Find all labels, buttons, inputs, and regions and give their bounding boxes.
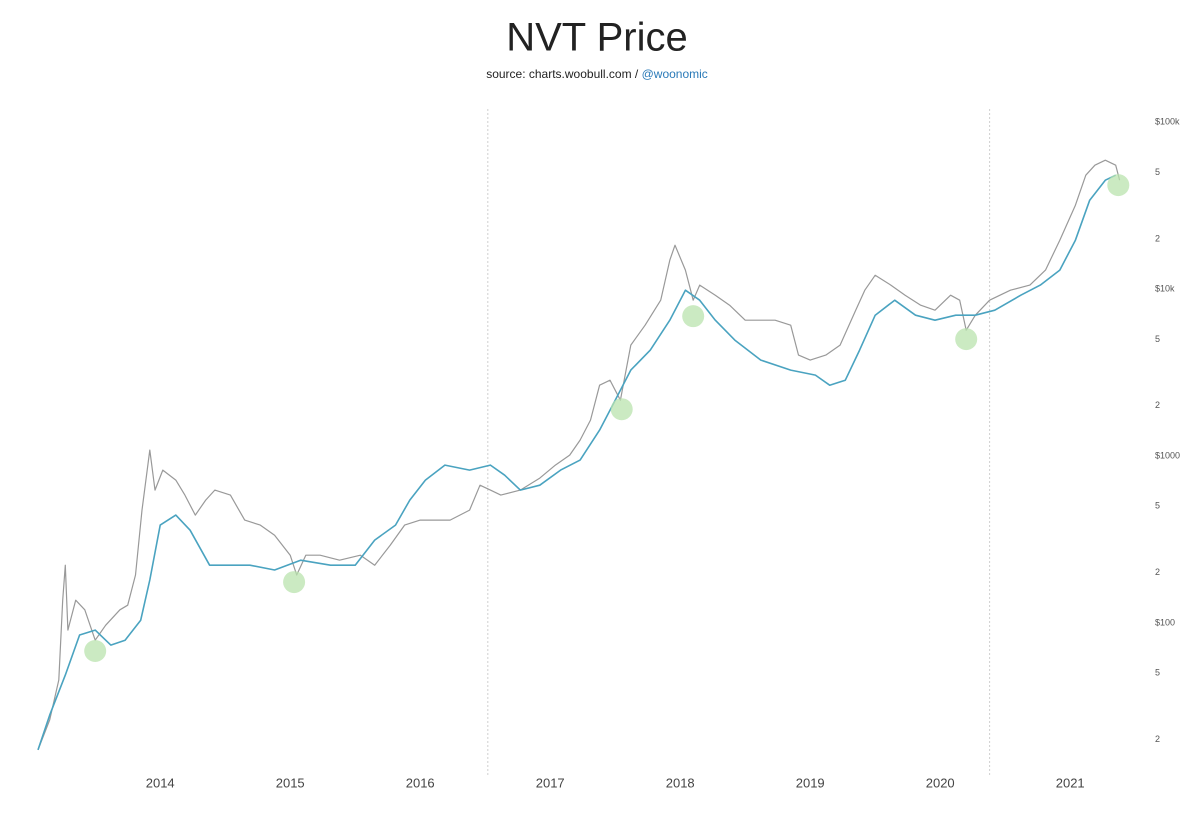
y-tick-label: $10k xyxy=(1155,284,1175,294)
x-tick-label: 2017 xyxy=(536,775,565,790)
highlight xyxy=(1107,174,1130,197)
y-tick-label: 2 xyxy=(1155,400,1160,410)
y-tick-label: $1000 xyxy=(1155,450,1180,460)
x-tick-label: 2018 xyxy=(666,775,695,790)
y-tick-label: 5 xyxy=(1155,167,1160,177)
x-tick-label: 2016 xyxy=(406,775,435,790)
x-tick-label: 2020 xyxy=(926,775,955,790)
highlight xyxy=(84,640,107,663)
x-tick-label: 2021 xyxy=(1056,775,1085,790)
y-tick-label: 2 xyxy=(1155,233,1160,243)
chart-title: NVT Price xyxy=(506,16,688,60)
subtitle: source: charts.woobull.com / @woonomic xyxy=(486,67,708,81)
series-line xyxy=(37,159,1121,751)
y-tick-label: $100 xyxy=(1155,617,1175,627)
highlight xyxy=(682,305,705,328)
x-tick-label: 2014 xyxy=(146,775,175,790)
x-tick-label: 2015 xyxy=(276,775,305,790)
y-tick-label: 2 xyxy=(1155,734,1160,744)
handle: @woonomic xyxy=(642,67,708,81)
y-tick-label: 5 xyxy=(1155,334,1160,344)
highlight xyxy=(610,398,633,421)
y-tick-label: 5 xyxy=(1155,668,1160,678)
highlight xyxy=(955,328,978,351)
highlight xyxy=(283,571,306,594)
x-tick-label: 2019 xyxy=(796,775,825,790)
y-tick-label: 2 xyxy=(1155,567,1160,577)
series-line xyxy=(37,174,1117,751)
y-tick-label: 5 xyxy=(1155,501,1160,511)
source: source: charts.woobull.com / xyxy=(486,67,639,81)
y-tick-label: $100k xyxy=(1155,117,1180,127)
